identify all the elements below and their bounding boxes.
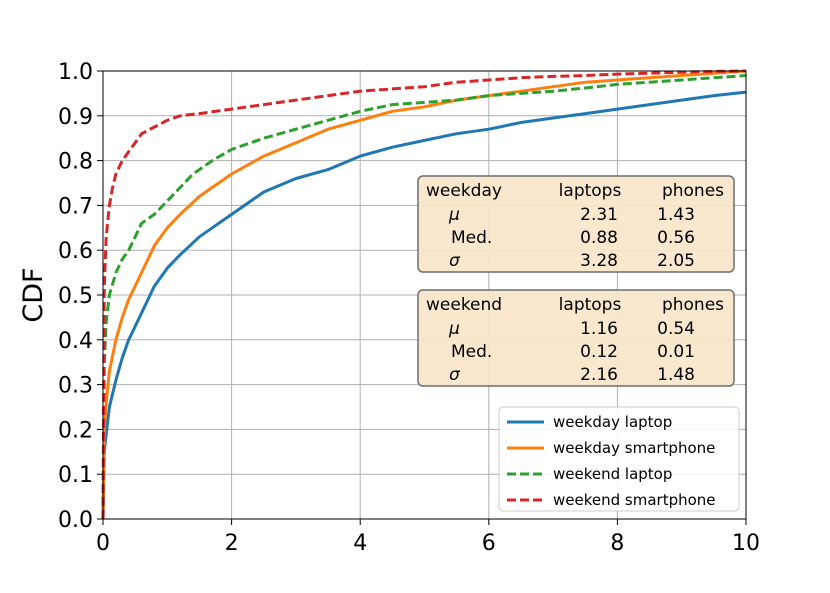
legend-label: weekend smartphone	[553, 491, 716, 509]
x-tick-label: 8	[610, 531, 624, 556]
stats-value-laptops: 2.16	[580, 365, 618, 385]
legend-label: weekday smartphone	[553, 439, 715, 457]
stats-box-weekend: weekend laptops phones μ 1.16 0.54 Med. 0.12 0.0…	[417, 289, 735, 387]
legend-frame	[498, 406, 740, 512]
y-tick-label: 0.8	[58, 150, 93, 175]
series-line-weekday-smartphone	[101, 69, 747, 520]
y-tick-label: 0.1	[58, 463, 93, 488]
x-tick-label: 2	[225, 531, 239, 556]
y-tick-label: 0.3	[58, 374, 93, 399]
y-tick-label: 0.4	[58, 329, 93, 354]
stats-value-laptops: 3.28	[580, 251, 618, 271]
stats-value-phones: 0.54	[657, 319, 695, 339]
axis-ticks: 0 2 4 6 8 10 0.0 0.1 0.2 0.3 0.4 0.5 0.6 0.7 0.8 0.9 1.0	[58, 60, 760, 556]
legend: weekday laptop weekday smartphone weekend …	[498, 406, 740, 512]
stats-row-label: Med.	[451, 342, 492, 362]
stats-value-laptops: 0.88	[580, 228, 618, 248]
x-tick-label: 10	[732, 531, 760, 556]
stats-group-label: weekday	[426, 181, 502, 201]
stats-value-laptops: 2.31	[580, 205, 618, 225]
stats-box-background	[417, 289, 735, 387]
stats-row-label: Med.	[451, 228, 492, 248]
series-lines	[101, 69, 747, 520]
series-line-weekend-laptop	[101, 74, 747, 520]
y-axis-title: CDF	[18, 267, 49, 322]
stats-value-laptops: 0.12	[580, 342, 618, 362]
stats-value-phones: 0.01	[657, 342, 695, 362]
stats-row-label: μ	[448, 319, 460, 339]
y-tick-label: 0.6	[58, 239, 93, 264]
series-line-weekday-laptop	[101, 90, 747, 520]
legend-label: weekend laptop	[553, 465, 672, 483]
y-tick-label: 0.5	[58, 284, 93, 309]
stats-row-label: σ	[449, 251, 461, 271]
stats-box-background	[417, 175, 735, 273]
stats-col-header-phones: phones	[662, 295, 724, 315]
y-tick-label: 0.7	[58, 194, 93, 219]
stats-col-header-laptops: laptops	[559, 181, 622, 201]
stats-value-phones: 1.48	[657, 365, 695, 385]
stats-row-label: σ	[449, 365, 461, 385]
stats-col-header-laptops: laptops	[559, 295, 622, 315]
y-tick-label: 0.2	[58, 418, 93, 443]
stats-value-phones: 0.56	[657, 228, 695, 248]
stats-value-laptops: 1.16	[580, 319, 618, 339]
y-tick-label: 1.0	[58, 60, 93, 85]
stats-group-label: weekend	[426, 295, 502, 315]
stats-value-phones: 2.05	[657, 251, 695, 271]
stats-boxes: weekday laptops phones μ 2.31 1.43 Med. 0.88 0.5…	[417, 175, 735, 387]
x-tick-label: 4	[353, 531, 367, 556]
stats-box-weekday: weekday laptops phones μ 2.31 1.43 Med. 0.88 0.5…	[417, 175, 735, 273]
stats-col-header-phones: phones	[662, 181, 724, 201]
x-tick-label: 6	[482, 531, 496, 556]
series-line-weekend-smartphone	[101, 69, 747, 520]
legend-label: weekday laptop	[553, 413, 672, 431]
stats-row-label: μ	[448, 205, 460, 225]
y-tick-label: 0.9	[58, 105, 93, 130]
stats-value-phones: 1.43	[657, 205, 695, 225]
x-tick-label: 0	[96, 531, 110, 556]
y-tick-label: 0.0	[58, 508, 93, 533]
